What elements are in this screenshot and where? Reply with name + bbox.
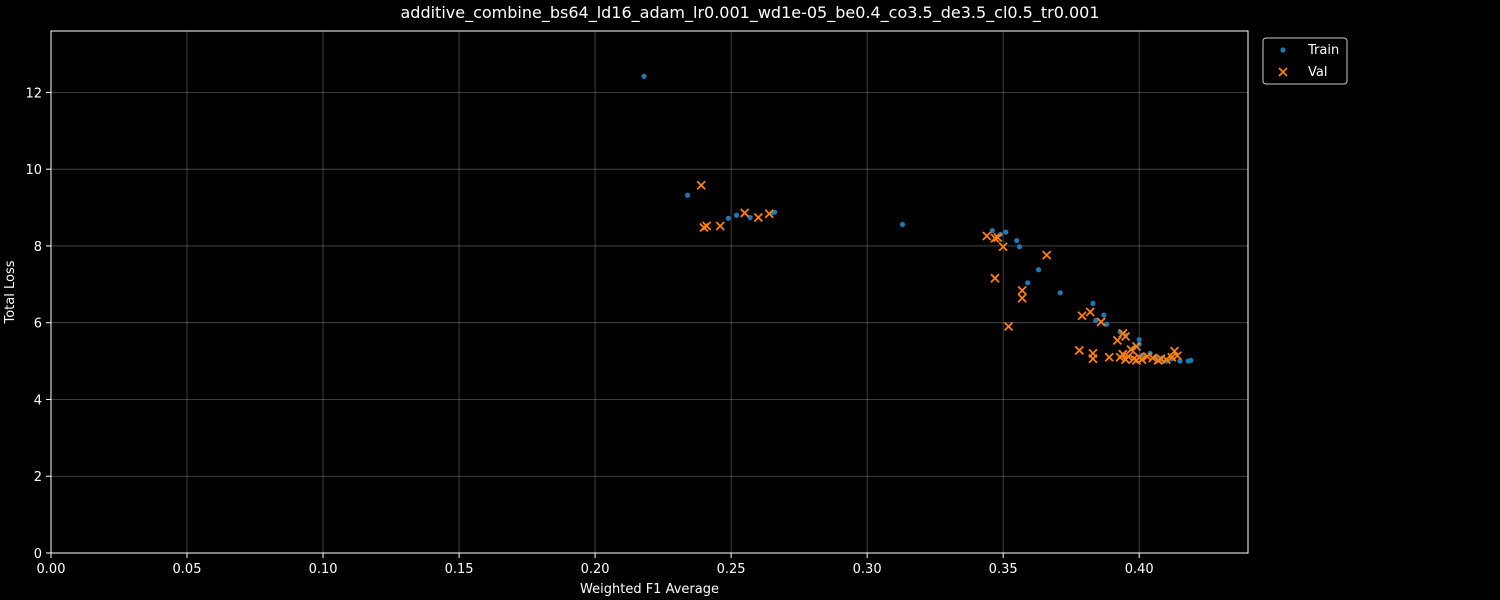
val-point	[993, 232, 1003, 243]
legend-val-label: Val	[1308, 65, 1327, 80]
val-point	[1142, 351, 1152, 362]
train-point	[1101, 312, 1107, 318]
train-point	[1003, 229, 1009, 235]
val-point	[1131, 341, 1142, 352]
train-point	[1025, 280, 1031, 286]
y-tick-label: 10	[25, 163, 42, 178]
val-point	[1085, 307, 1095, 317]
val-point	[1123, 351, 1133, 362]
train-point	[1136, 336, 1142, 343]
y-tick-label: 2	[34, 470, 42, 485]
x-tick-label: 0.20	[581, 562, 610, 577]
val-point	[1104, 352, 1114, 362]
val-point	[1042, 250, 1052, 260]
x-tick-label: 0.05	[173, 562, 202, 577]
val-point	[1169, 346, 1180, 356]
val-point	[1077, 311, 1087, 321]
axis-ticks: 0.00 0.05 0.10 0.15 0.20 0.25 0.30 0.35 0.40 0 2 4 6…	[25, 86, 1153, 577]
val-point	[1112, 335, 1123, 345]
val-point	[715, 221, 725, 231]
val-point	[1137, 354, 1147, 365]
train-point	[641, 73, 647, 79]
train-point	[989, 227, 995, 234]
val-point	[1118, 349, 1128, 359]
val-point	[1161, 354, 1172, 365]
val-point	[753, 212, 763, 223]
x-tick-label: 0.35	[989, 562, 1018, 577]
val-point	[1126, 344, 1136, 355]
train-point	[725, 215, 731, 221]
val-point	[990, 233, 1000, 243]
x-tick-label: 0.10	[309, 562, 338, 577]
val-point	[1017, 285, 1027, 296]
train-point	[1014, 237, 1020, 244]
train-point	[772, 209, 778, 215]
x-tick-label: 0.00	[37, 562, 66, 577]
legend-train-marker	[1280, 47, 1286, 53]
x-tick-label: 0.15	[445, 562, 474, 577]
x-tick-label: 0.30	[853, 562, 882, 577]
train-point	[899, 221, 906, 228]
val-point	[764, 209, 774, 219]
train-point	[1057, 290, 1063, 296]
data-points	[641, 73, 1194, 365]
val-point	[982, 231, 992, 241]
legend: Train Val	[1262, 37, 1348, 85]
train-point	[1177, 358, 1183, 364]
train-point	[733, 212, 740, 218]
val-point	[998, 242, 1008, 252]
plot-area	[50, 30, 1249, 554]
x-axis-label: Weighted F1 Average	[580, 582, 719, 597]
val-point	[1003, 321, 1014, 332]
y-tick-label: 8	[34, 240, 42, 255]
legend-val-marker	[1278, 67, 1288, 77]
val-point	[990, 273, 1000, 283]
val-point	[1172, 351, 1182, 361]
y-tick-label: 6	[34, 317, 42, 332]
chart-title: additive_combine_bs64_ld16_adam_lr0.001_…	[400, 3, 1099, 23]
y-tick-label: 12	[25, 86, 42, 101]
val-point	[1148, 353, 1158, 363]
train-point	[1035, 267, 1042, 273]
x-tick-label: 0.40	[1125, 562, 1154, 577]
train-point	[684, 192, 691, 198]
val-point	[740, 208, 750, 218]
train-point	[1093, 317, 1099, 324]
val-point	[1120, 331, 1131, 342]
val-point	[701, 221, 712, 231]
val-point	[1088, 354, 1098, 364]
y-tick-label: 0	[34, 547, 42, 562]
val-point	[1096, 317, 1106, 327]
train-point	[1016, 244, 1023, 250]
train-point	[1188, 357, 1194, 363]
y-axis-label: Total Loss	[3, 260, 18, 324]
y-tick-label: 4	[34, 393, 42, 408]
val-point	[1167, 352, 1177, 362]
x-tick-label: 0.25	[717, 562, 746, 577]
train-point	[1090, 300, 1096, 307]
val-point	[1017, 293, 1027, 303]
val-point	[696, 180, 706, 190]
val-point	[1074, 345, 1084, 355]
legend-train-label: Train	[1307, 43, 1339, 58]
grid	[50, 31, 1248, 554]
